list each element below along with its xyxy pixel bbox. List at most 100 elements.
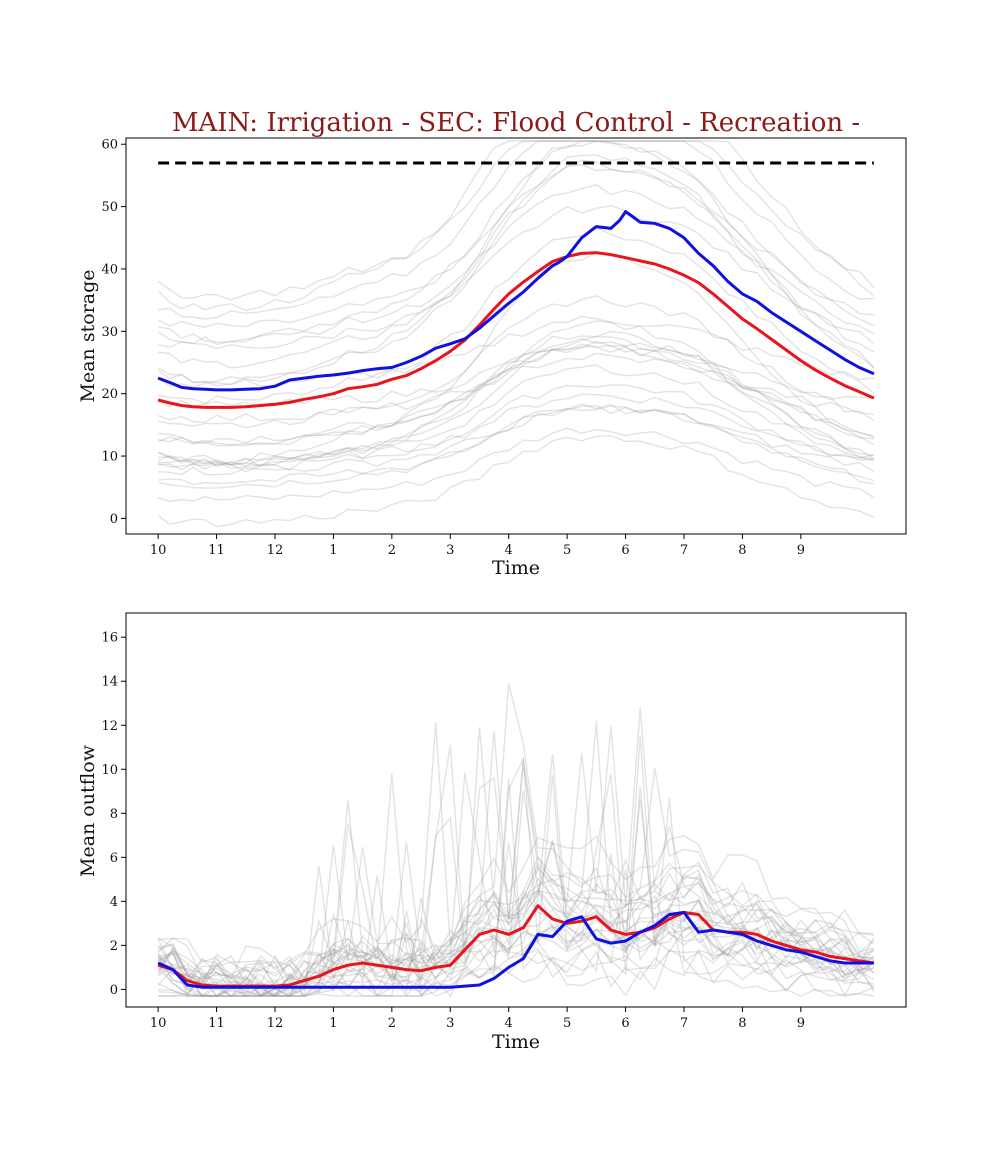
background-trajectory-line [157, 204, 875, 350]
background-trajectory-line [157, 295, 875, 429]
x-tick-label: 12 [267, 543, 284, 558]
y-tick-label: 2 [110, 939, 118, 954]
background-trajectory-line [157, 841, 875, 995]
y-tick-label: 20 [101, 387, 118, 402]
background-trajectory-line [157, 320, 875, 470]
background-trajectory-line [158, 364, 874, 468]
x-tick-label: 6 [621, 1016, 629, 1031]
x-tick-label: 4 [505, 543, 513, 558]
x-tick-label: 6 [621, 543, 629, 558]
plot-area [125, 612, 907, 1008]
background-trajectory-line [157, 140, 875, 312]
background-trajectory-line [157, 753, 875, 997]
background-trajectory-line [158, 384, 874, 473]
background-trajectory-line [157, 140, 875, 301]
series-layer [157, 210, 875, 409]
x-tick-label: 3 [446, 1016, 454, 1031]
background-trajectories [157, 683, 875, 998]
background-trajectory-line [157, 343, 874, 467]
series-layer [157, 904, 875, 989]
background-trajectory-line [158, 140, 874, 320]
background-trajectory-line [157, 159, 875, 369]
background-trajectory-line [157, 352, 874, 424]
y-tick-label: 10 [101, 763, 118, 778]
background-trajectory-line [157, 330, 875, 467]
background-trajectory-line [157, 949, 875, 998]
y-tick-label: 10 [101, 450, 118, 465]
y-tick-label: 8 [110, 807, 118, 822]
series-line-blue [157, 910, 874, 989]
background-trajectory-line [158, 404, 875, 476]
x-tick-label: 11 [208, 543, 225, 558]
y-tick-label: 40 [101, 262, 118, 277]
x-tick-label: 11 [208, 1016, 225, 1031]
x-tick-label: 8 [738, 543, 746, 558]
background-trajectory-line [157, 335, 874, 447]
background-trajectory-line [157, 337, 875, 446]
background-trajectory-line [157, 154, 875, 387]
background-trajectory-line [158, 393, 875, 466]
background-trajectory-line [157, 434, 875, 528]
background-trajectory-line [158, 727, 875, 997]
background-trajectory-line [157, 744, 874, 986]
x-tick-label: 2 [388, 543, 396, 558]
background-trajectory-line [157, 427, 875, 503]
storage-chart: MAIN: Irrigation - SEC: Flood Control - … [77, 108, 907, 579]
x-tick-label: 4 [505, 1016, 513, 1031]
x-tick-label: 9 [797, 1016, 805, 1031]
background-trajectory-line [157, 888, 875, 997]
y-tick-label: 12 [101, 719, 118, 734]
y-tick-label: 14 [101, 675, 118, 690]
background-trajectory-line [157, 726, 875, 998]
y-tick-label: 30 [101, 325, 118, 340]
background-trajectory-line [157, 754, 875, 990]
x-tick-label: 1 [329, 543, 337, 558]
x-tick-label: 3 [446, 543, 454, 558]
background-trajectory-line [157, 789, 875, 997]
background-trajectory-line [157, 878, 875, 997]
y-tick-label: 4 [110, 895, 118, 910]
background-trajectory-line [157, 763, 875, 986]
background-trajectory-line [158, 340, 875, 445]
x-tick-label: 5 [563, 1016, 571, 1031]
x-tick-label: 8 [738, 1016, 746, 1031]
background-trajectory-line [157, 683, 875, 997]
x-tick-label: 1 [329, 1016, 337, 1031]
background-trajectory-line [157, 140, 875, 344]
y-tick-label: 60 [101, 138, 118, 153]
background-trajectory-line [157, 721, 875, 995]
series-line-blue [157, 210, 875, 392]
x-axis-label: Time [492, 1031, 540, 1053]
x-tick-label: 9 [797, 543, 805, 558]
background-trajectory-line [157, 184, 875, 346]
y-axis-label: Mean storage [77, 270, 99, 403]
background-trajectory-line [157, 865, 874, 997]
background-trajectory-line [158, 722, 874, 980]
background-trajectory-line [157, 798, 875, 981]
x-tick-label: 10 [150, 543, 167, 558]
background-trajectories [157, 140, 875, 528]
y-axis-label: Mean outflow [77, 744, 99, 877]
y-tick-label: 6 [110, 851, 118, 866]
background-trajectory-line [158, 756, 875, 998]
background-trajectory-line [157, 252, 875, 465]
x-axis-label: Time [492, 557, 540, 579]
background-trajectory-line [158, 403, 875, 486]
background-trajectory-line [157, 405, 875, 489]
background-trajectory-line [158, 779, 875, 997]
series-line-red [157, 251, 875, 409]
x-tick-label: 2 [388, 1016, 396, 1031]
background-trajectory-line [157, 226, 875, 405]
y-tick-label: 0 [110, 983, 118, 998]
plot-area [125, 137, 907, 535]
y-tick-label: 50 [101, 200, 118, 215]
chart-title: MAIN: Irrigation - SEC: Flood Control - … [172, 108, 860, 138]
background-trajectory-line [157, 140, 875, 384]
x-tick-label: 5 [563, 543, 571, 558]
background-trajectory-line [157, 315, 874, 388]
x-tick-label: 7 [680, 543, 688, 558]
background-trajectory-line [157, 773, 874, 997]
